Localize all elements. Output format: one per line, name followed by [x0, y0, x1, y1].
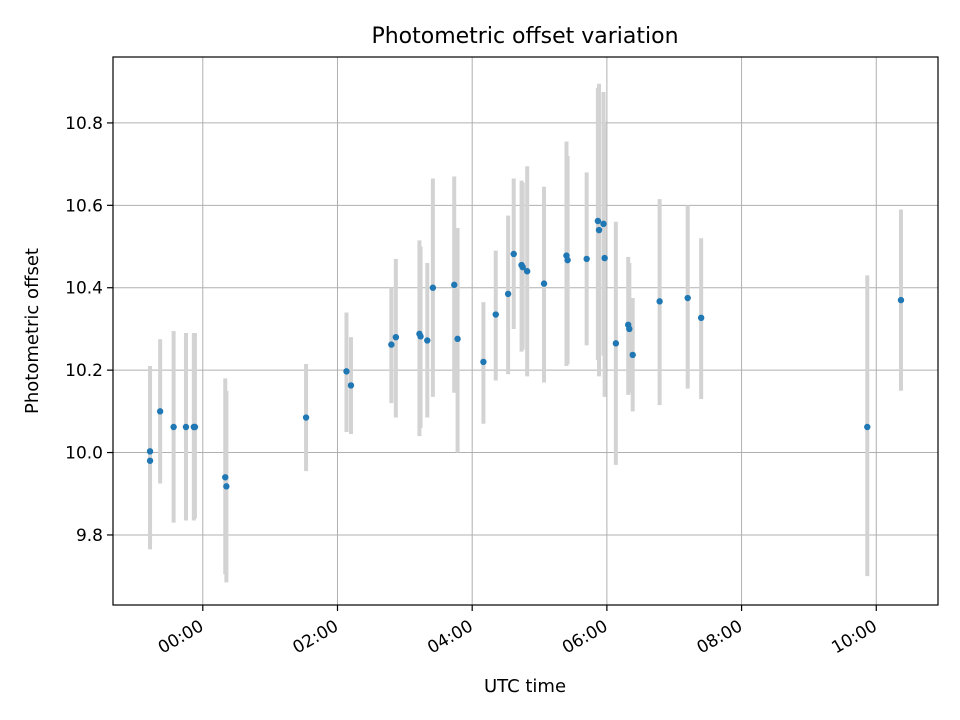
- data-point: [223, 483, 230, 490]
- data-point: [864, 423, 871, 431]
- data-point: [519, 263, 526, 271]
- data-point: [451, 281, 458, 289]
- data-point: [594, 217, 602, 225]
- data-point: [612, 340, 620, 347]
- y-tick-label: 10.2: [65, 361, 103, 381]
- point-layer: [146, 217, 905, 490]
- x-axis-label: UTC time: [484, 676, 566, 697]
- data-point: [540, 280, 548, 287]
- data-point: [222, 474, 229, 481]
- data-point: [523, 268, 531, 275]
- chart-title: Photometric offset variation: [371, 24, 678, 49]
- y-tick-label: 10.8: [65, 114, 103, 134]
- data-point: [302, 414, 310, 421]
- y-axis-label: Photometric offset: [22, 248, 43, 414]
- data-point: [583, 255, 590, 263]
- data-point: [170, 423, 177, 431]
- data-point: [697, 314, 705, 322]
- data-point: [684, 294, 691, 302]
- data-point: [454, 335, 461, 343]
- data-point: [897, 296, 905, 304]
- y-tick-label: 9.8: [76, 526, 103, 546]
- data-point: [600, 220, 607, 228]
- data-point: [156, 408, 164, 415]
- data-point: [480, 358, 487, 366]
- data-point: [510, 250, 517, 258]
- y-tick-label: 10.0: [65, 444, 103, 464]
- y-tick-label: 10.4: [65, 279, 103, 299]
- data-point: [595, 226, 603, 234]
- data-point: [191, 423, 199, 431]
- plot-area-frame: [112, 56, 939, 606]
- data-point: [656, 298, 663, 305]
- data-point: [146, 448, 154, 455]
- data-point: [504, 290, 512, 298]
- data-point: [601, 254, 608, 262]
- data-point: [492, 311, 499, 318]
- data-point: [392, 333, 400, 341]
- data-point: [182, 423, 190, 431]
- data-point: [417, 333, 424, 340]
- data-point: [429, 284, 437, 291]
- data-point: [629, 351, 636, 359]
- data-point: [626, 325, 633, 333]
- data-point: [424, 337, 431, 344]
- data-point: [343, 368, 350, 375]
- data-point: [564, 256, 571, 264]
- data-point: [146, 457, 154, 464]
- data-point: [388, 341, 395, 348]
- y-tick-label: 10.6: [65, 196, 103, 216]
- data-point: [347, 382, 355, 389]
